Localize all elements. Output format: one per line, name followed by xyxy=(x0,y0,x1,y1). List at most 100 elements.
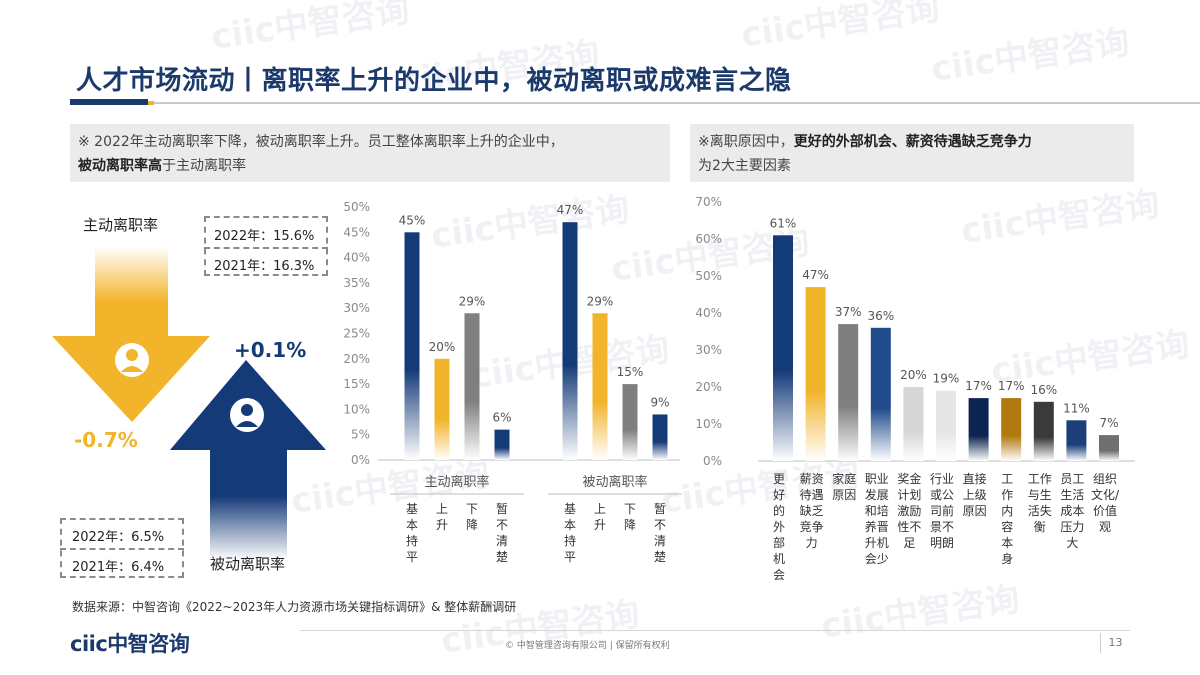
x-tick-label: 暂 xyxy=(496,502,508,516)
x-tick-label: 部 xyxy=(773,535,785,550)
x-tick-label: 降 xyxy=(624,518,636,532)
x-tick-label: 缺乏 xyxy=(800,503,824,518)
note-left-line2: 被动离职率高于主动离职率 xyxy=(78,154,662,178)
data-label: 20% xyxy=(429,340,456,354)
x-tick-label: 不 xyxy=(654,518,666,532)
up-arrow xyxy=(170,360,326,560)
copyright-text: © 中智管理咨询有限公司 | 保留所有权利 xyxy=(505,641,670,651)
note-right-line2: 为2大主要因素 xyxy=(698,158,791,174)
y-tick-label: 35% xyxy=(343,276,370,290)
x-tick-label: 和培 xyxy=(865,503,889,518)
x-tick-label: 家庭 xyxy=(832,471,856,486)
company-logo: ciic中智咨询 xyxy=(70,632,190,656)
note-left-bold: 被动离职率高 xyxy=(78,158,162,174)
title-accent-bar xyxy=(70,99,148,105)
x-tick-label: 薪资 xyxy=(800,472,824,486)
data-label: 61% xyxy=(770,216,797,230)
group-label: 被动离职率 xyxy=(582,474,647,490)
data-label: 17% xyxy=(965,379,992,393)
note-right-prefix: ※离职原因中， xyxy=(698,134,794,150)
x-tick-label: 本 xyxy=(564,518,576,532)
y-tick-label: 25% xyxy=(343,327,370,341)
y-tick-label: 30% xyxy=(695,343,722,357)
bar xyxy=(434,358,450,460)
bar xyxy=(903,387,924,461)
x-tick-label: 会 xyxy=(773,568,785,582)
y-tick-label: 20% xyxy=(695,380,722,394)
bar xyxy=(773,235,793,461)
x-tick-label: 会少 xyxy=(865,552,889,566)
x-tick-label: 平 xyxy=(564,550,576,564)
x-tick-label: 升 xyxy=(436,518,448,532)
x-tick-label: 上 xyxy=(594,502,606,516)
y-tick-label: 30% xyxy=(343,301,370,315)
note-left: ※ 2022年主动离职率下降，被动离职率上升。员工整体离职率上升的企业中， 被动… xyxy=(70,124,670,182)
data-label: 37% xyxy=(835,305,862,319)
x-tick-label: 内 xyxy=(1001,504,1013,518)
x-tick-label: 下 xyxy=(624,502,636,516)
data-label: 29% xyxy=(587,294,614,308)
y-tick-label: 10% xyxy=(695,417,722,431)
x-tick-label: 机 xyxy=(773,552,785,566)
data-label: 45% xyxy=(399,213,426,227)
y-tick-label: 10% xyxy=(343,402,370,416)
data-label: 19% xyxy=(933,372,960,386)
x-tick-label: 奖金 xyxy=(897,471,921,486)
bar xyxy=(494,429,510,460)
voluntary-change: -0.7% xyxy=(74,428,138,452)
x-tick-label: 活失 xyxy=(1028,503,1052,518)
x-tick-label: 上级 xyxy=(963,488,987,502)
x-tick-label: 竞争 xyxy=(800,520,824,534)
x-tick-label: 原因 xyxy=(963,504,987,518)
x-tick-label: 景不 xyxy=(930,520,954,534)
x-tick-label: 生活 xyxy=(1060,488,1084,502)
bar xyxy=(562,222,578,460)
x-tick-label: 或公 xyxy=(930,488,954,502)
x-tick-label: 大 xyxy=(1066,536,1078,550)
y-tick-label: 70% xyxy=(695,195,722,209)
person-icon xyxy=(115,343,149,377)
x-tick-label: 激励 xyxy=(897,504,921,518)
data-label: 47% xyxy=(802,268,829,282)
voluntary-rate-box xyxy=(204,216,328,276)
bar xyxy=(805,287,826,461)
x-tick-label: 暂 xyxy=(654,502,666,516)
y-tick-label: 0% xyxy=(351,453,370,467)
involuntary-rate-2022: 2022年：6.5% xyxy=(72,530,165,545)
x-tick-label: 职业 xyxy=(865,472,889,486)
x-tick-label: 行业 xyxy=(930,472,954,486)
data-label: 6% xyxy=(492,411,511,425)
x-tick-label: 升机 xyxy=(865,536,889,550)
x-tick-label: 作 xyxy=(1001,488,1013,502)
note-left-rest: 于主动离职率 xyxy=(162,158,246,174)
x-tick-label: 本 xyxy=(406,518,418,532)
y-tick-label: 15% xyxy=(343,377,370,391)
title-underline xyxy=(70,102,1200,104)
x-tick-label: 原因 xyxy=(832,488,856,502)
bar xyxy=(1099,435,1119,461)
x-tick-label: 降 xyxy=(466,518,478,532)
x-tick-label: 待遇 xyxy=(800,488,824,502)
x-tick-label: 持 xyxy=(564,533,576,548)
x-tick-label: 明朗 xyxy=(930,536,954,550)
bar xyxy=(838,324,859,461)
x-tick-label: 基 xyxy=(564,502,576,516)
x-tick-label: 持 xyxy=(406,533,418,548)
data-label: 16% xyxy=(1030,383,1057,397)
bar xyxy=(652,414,668,460)
y-tick-label: 45% xyxy=(343,225,370,239)
bar xyxy=(1001,398,1022,461)
bar xyxy=(404,232,420,460)
bar xyxy=(1033,401,1054,461)
involuntary-rate-2021: 2021年：6.4% xyxy=(72,560,165,575)
bar xyxy=(968,398,989,461)
x-tick-label: 下 xyxy=(466,502,478,516)
data-label: 11% xyxy=(1063,401,1090,415)
x-tick-label: 成本 xyxy=(1060,504,1084,518)
x-tick-label: 升 xyxy=(594,518,606,532)
title-accent-mark xyxy=(148,101,154,105)
y-tick-label: 40% xyxy=(343,251,370,265)
voluntary-rate-divider xyxy=(204,247,328,249)
x-tick-label: 价值 xyxy=(1093,503,1117,518)
